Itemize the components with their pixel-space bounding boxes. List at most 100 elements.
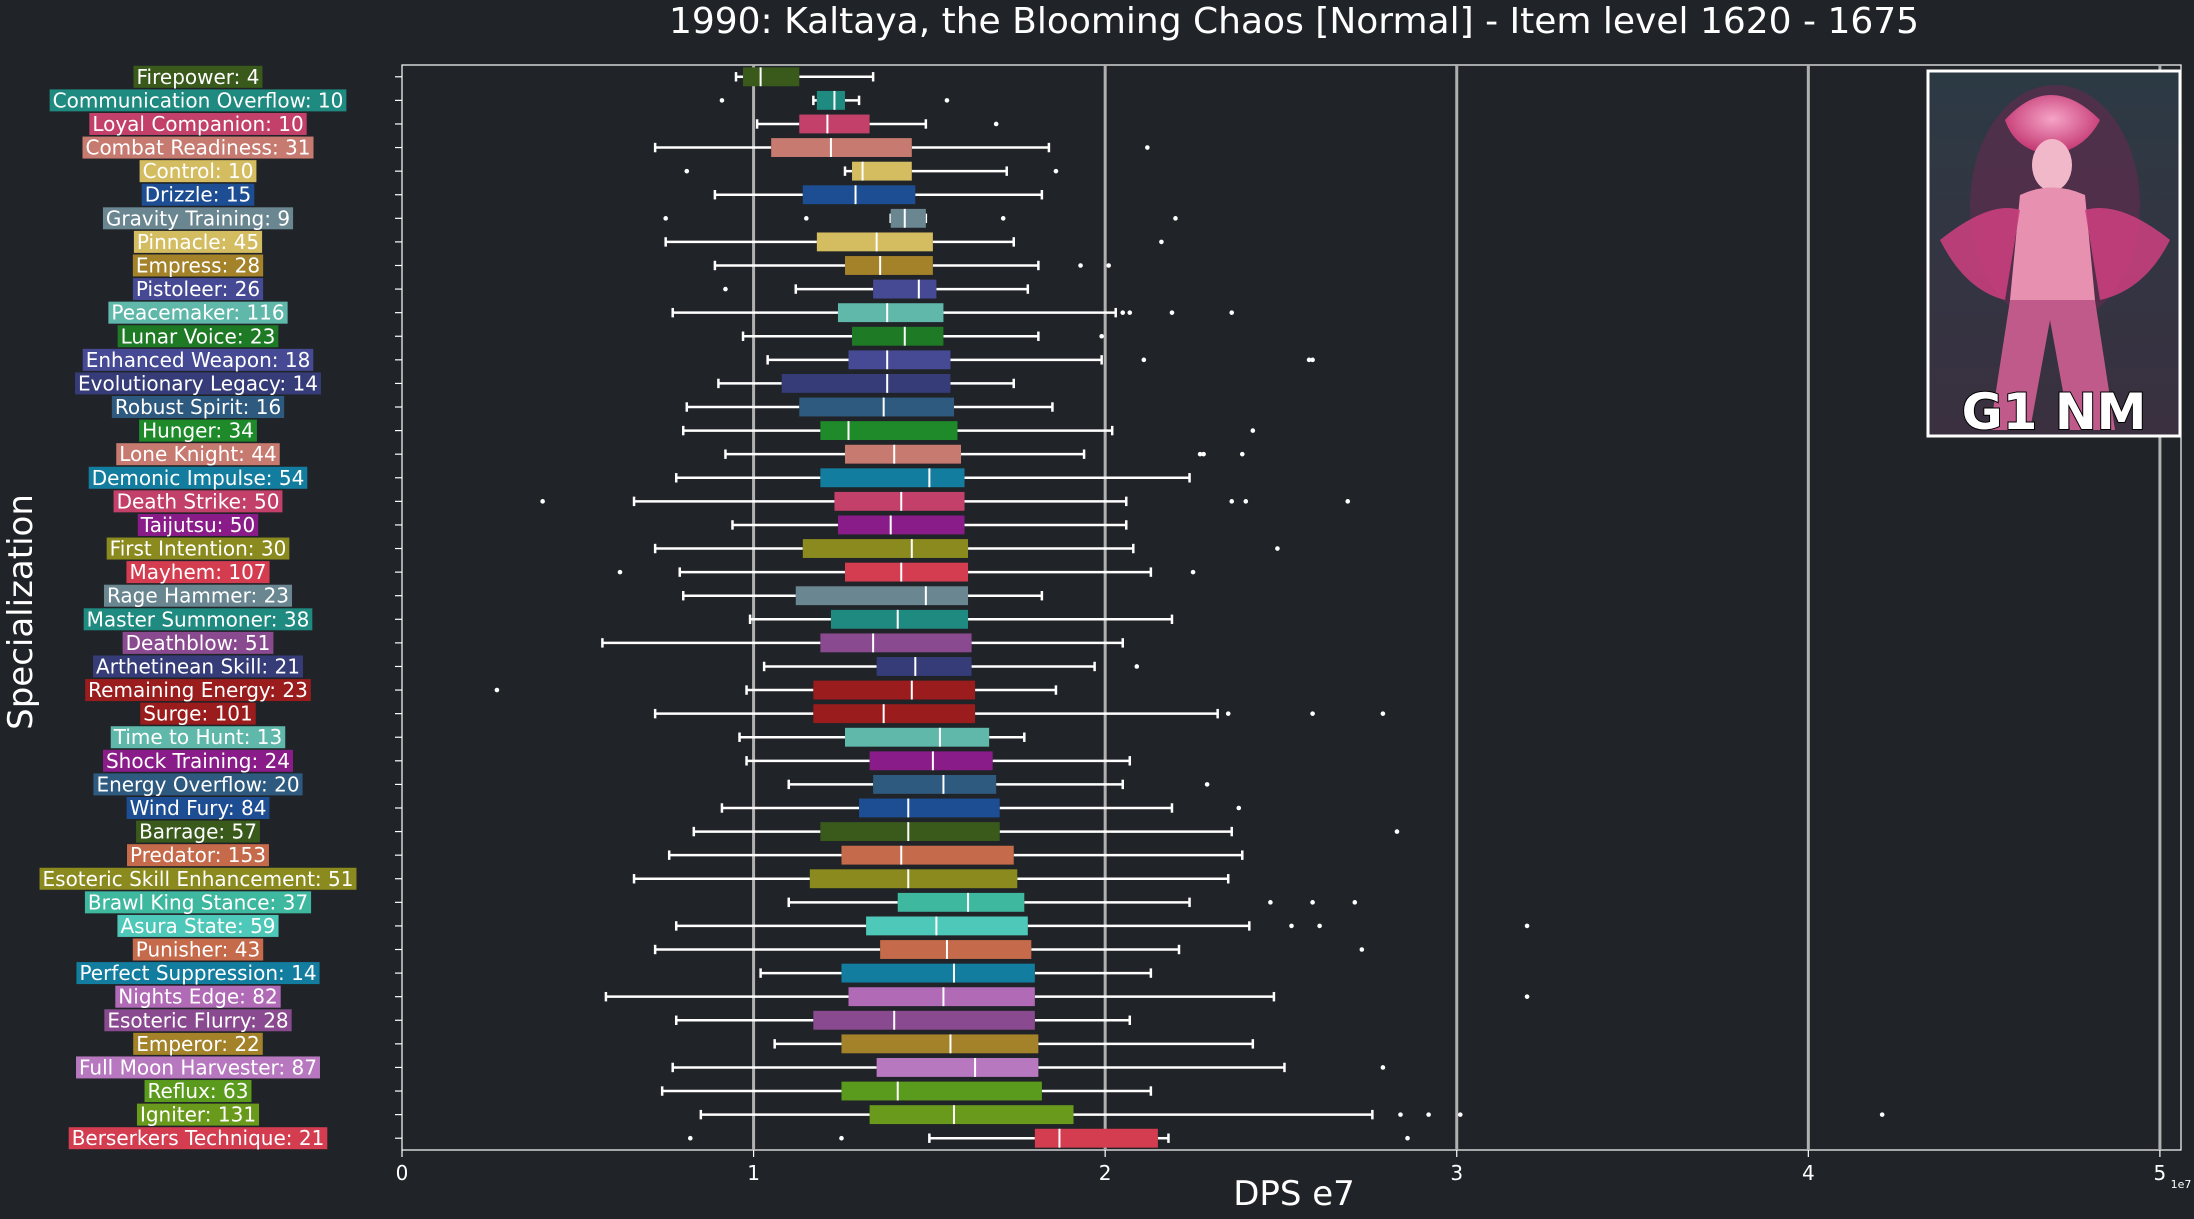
box-plot-group [604, 987, 1530, 1007]
box-plot-group [692, 822, 1400, 842]
box-iqr [844, 727, 990, 747]
portrait-flower-crown [2005, 95, 2100, 155]
y-category-label-bg [83, 608, 313, 631]
y-category-label-bg [85, 679, 311, 702]
y-category-label-bg [122, 631, 274, 654]
box-plot-group [738, 727, 1026, 747]
y-category-label-bg [84, 891, 312, 914]
outlier-point [1239, 451, 1245, 457]
y-category-label-bg [108, 301, 288, 324]
y-category-label: Death Strike: 50 [117, 489, 280, 513]
y-category-label-bg [141, 183, 255, 206]
box-iqr [795, 586, 969, 606]
y-category-label: Perfect Suppression: 14 [79, 961, 316, 985]
box-plot-group [632, 869, 1230, 889]
box-plot-group [731, 515, 1128, 535]
outlier-point [1099, 333, 1104, 339]
outlier-point [617, 569, 623, 575]
y-category-label: Brawl King Stance: 37 [88, 890, 308, 914]
box-plot-group [717, 373, 1016, 393]
portrait-badge: G1 NM [1962, 383, 2147, 441]
box-plot-group [667, 845, 1244, 865]
y-category-label: Predator: 153 [130, 843, 266, 867]
y-category-label: Energy Overflow: 20 [96, 772, 299, 796]
y-category-label: Master Summoner: 38 [87, 607, 310, 631]
outlier-point [663, 216, 668, 221]
y-category-label: Peacemaker: 116 [111, 301, 284, 325]
box-plot-group [653, 704, 1386, 724]
outlier-point [1268, 900, 1273, 905]
portrait-body [2010, 187, 2095, 310]
x-axis: 0 1 2 3 4 5 [396, 1150, 2167, 1185]
outlier-point [684, 168, 690, 174]
x-axis-exponent: 1e7 [2171, 1178, 2192, 1191]
box-iqr [852, 161, 912, 181]
outlier-point [723, 286, 728, 292]
outlier-point [1879, 1112, 1885, 1117]
outlier-point [1204, 782, 1210, 787]
y-category-label-bg [137, 513, 259, 536]
y-category-label-bg [102, 207, 294, 230]
box-iqr [844, 444, 962, 464]
outlier-point [1524, 923, 1530, 929]
box-plot-group [734, 67, 875, 87]
portrait-face [2032, 139, 2072, 191]
outlier-point [1229, 499, 1235, 504]
y-category-label-bg [88, 466, 308, 489]
x-tick-label: 4 [1802, 1161, 1815, 1185]
box-plot-group [617, 562, 1196, 582]
x-tick-label: 5 [2154, 1161, 2167, 1185]
box-plot-group [687, 1128, 1410, 1148]
box-iqr [1034, 1128, 1158, 1148]
x-axis-label: DPS e7 [1233, 1174, 1355, 1214]
box-iqr [816, 90, 845, 110]
y-category-label-bg [68, 1127, 328, 1150]
y-category-label-bg [106, 537, 290, 560]
box-plot-group [699, 1105, 1885, 1125]
y-category-label-bg [117, 325, 279, 348]
x-tick-label: 3 [1450, 1161, 1463, 1185]
box-iqr [897, 892, 1025, 912]
box-iqr [743, 67, 800, 87]
y-category-label-bg [127, 844, 269, 867]
box-iqr [844, 256, 933, 275]
y-category-label: Barrage: 57 [139, 820, 257, 844]
box-iqr [873, 774, 997, 794]
outlier-point [1236, 805, 1242, 811]
box-plot-group [494, 680, 1058, 700]
box-iqr [820, 633, 972, 653]
outlier-point [1127, 310, 1133, 315]
plot-border [401, 64, 2182, 1151]
box-plot-group [653, 940, 1365, 959]
y-category-label: First Intention: 30 [110, 537, 287, 561]
box-iqr [816, 232, 933, 252]
y-category-label-bg [132, 278, 264, 301]
box-iqr [834, 491, 965, 511]
box-iqr [848, 987, 1035, 1007]
outlier-point [1310, 900, 1315, 905]
y-category-label: Combat Readiness: 31 [85, 136, 310, 160]
box-iqr [852, 326, 944, 346]
y-axis-label: Specialization [1, 494, 41, 730]
y-category-label: Lunar Voice: 23 [121, 324, 276, 348]
box-iqr [813, 704, 976, 724]
y-category-label: Robust Spirit: 16 [115, 395, 281, 419]
box-plot-group [674, 916, 1530, 936]
outlier-point [1275, 546, 1280, 551]
outlier-point [1524, 994, 1530, 999]
box-iqr [841, 963, 1035, 983]
box-plot-group [682, 421, 1256, 441]
box-plot-group [671, 303, 1235, 323]
box-iqr [866, 916, 1028, 936]
y-category-label-bg [75, 372, 321, 395]
box-iqr [869, 1105, 1074, 1125]
box-iqr [820, 468, 965, 488]
box-plot-group [601, 633, 1124, 653]
outlier-point [1229, 310, 1235, 315]
box-plot-group [755, 114, 999, 134]
y-category-label: Punisher: 43 [136, 938, 260, 962]
outlier-point [1078, 263, 1083, 268]
y-category-label: Enhanced Weapon: 18 [86, 348, 311, 372]
chart-title: 1990: Kaltaya, the Blooming Chaos [Norma… [669, 1, 1919, 42]
